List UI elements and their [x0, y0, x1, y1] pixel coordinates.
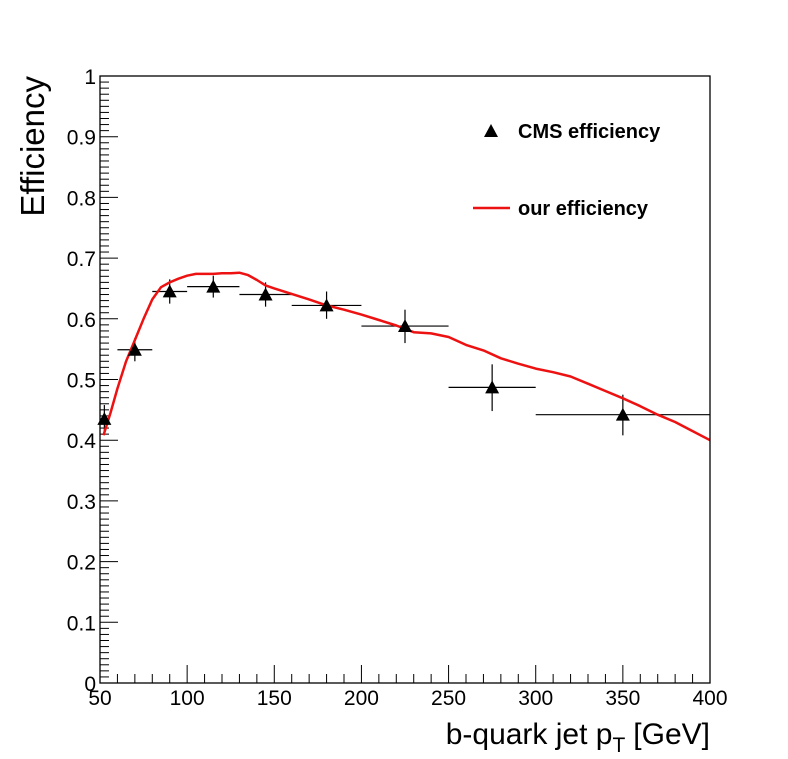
legend-triangle-marker [484, 124, 498, 137]
y-tick-label: 0.8 [67, 187, 96, 210]
x-tick-label: 400 [692, 687, 727, 710]
x-axis-title: b-quark jet pT [GeV] [446, 718, 710, 757]
cms-data-point [615, 407, 630, 421]
cms-data-point [162, 284, 177, 298]
x-tick-label: 350 [605, 687, 640, 710]
data-markers [97, 279, 630, 425]
x-tick-label: 250 [431, 687, 466, 710]
cms-data-point [485, 380, 500, 394]
legend-label-ours: our efficiency [518, 198, 649, 220]
axis-ticks [99, 75, 711, 684]
cms-data-point [206, 279, 221, 293]
cms-data-point [398, 319, 412, 333]
plot-frame [99, 75, 711, 684]
legend: CMS efficiency our efficiency [473, 121, 661, 220]
y-tick-label: 0.4 [67, 430, 97, 453]
cms-data-point [319, 298, 334, 312]
y-tick-label: 0.2 [67, 552, 96, 575]
y-tick-label: 0.3 [67, 491, 96, 514]
y-tick-label: 0.1 [67, 612, 96, 635]
cms-data-point [97, 411, 112, 425]
x-axis-title-unit: [GeV] [633, 718, 710, 751]
y-tick-label: 0.6 [67, 309, 96, 332]
legend-label-cms: CMS efficiency [518, 121, 661, 143]
x-tick-label: 100 [170, 687, 205, 710]
model-curve [102, 271, 711, 442]
x-tick-label: 150 [257, 687, 292, 710]
x-tick-label: 300 [518, 687, 553, 710]
y-tick-label: 0 [84, 673, 96, 696]
x-axis-title-main: b-quark jet p [446, 718, 613, 751]
x-axis-title-subscript: T [612, 734, 625, 757]
y-tick-label: 1 [84, 66, 96, 89]
y-tick-label: 0.5 [67, 370, 96, 393]
y-tick-label: 0.9 [67, 127, 96, 150]
our-efficiency-line [102, 271, 711, 442]
x-tick-label: 200 [344, 687, 379, 710]
cms-data-point [258, 287, 273, 301]
y-tick-label: 0.7 [67, 248, 96, 271]
cms-data-point [127, 342, 142, 356]
y-axis-title: Efficiency [14, 76, 51, 217]
x-tick-label: 50 [88, 687, 111, 710]
